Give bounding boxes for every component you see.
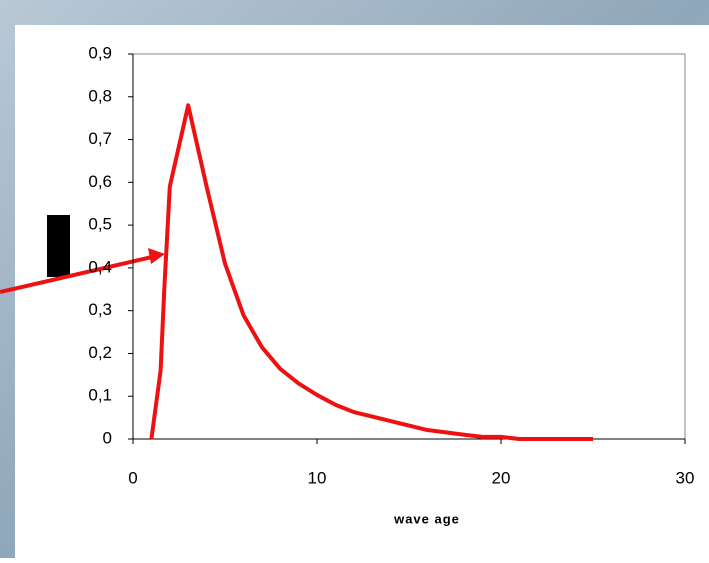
chart: wave age 0 0,1 0,2 0,3 0,4 0,5 0,6 0,7 0,8 0,9 0 10… (0, 0, 709, 558)
x-tick-label: 20 (492, 468, 511, 487)
x-tick-label: 10 (308, 468, 327, 487)
y-tick-label: 0,4 (88, 257, 112, 276)
y-tick-label: 0,3 (88, 300, 112, 319)
y-tick-label: 0,6 (88, 172, 112, 191)
y-tick-label: 0,7 (88, 129, 112, 148)
y-tick-label: 0,1 (88, 386, 112, 405)
page: {"chart_data": {"type": "line", "xlabel"… (0, 0, 709, 558)
y-tick-label: 0,2 (88, 343, 112, 362)
redaction-box (47, 215, 70, 277)
x-tick-label: 0 (128, 468, 137, 487)
x-tick-label: 30 (676, 468, 695, 487)
panel (15, 25, 709, 558)
y-tick-label: 0,9 (88, 43, 112, 62)
x-axis-title: wave age (393, 511, 460, 526)
y-tick-label: 0 (103, 428, 112, 447)
y-tick-label: 0,5 (88, 215, 112, 234)
y-tick-label: 0,8 (88, 86, 112, 105)
